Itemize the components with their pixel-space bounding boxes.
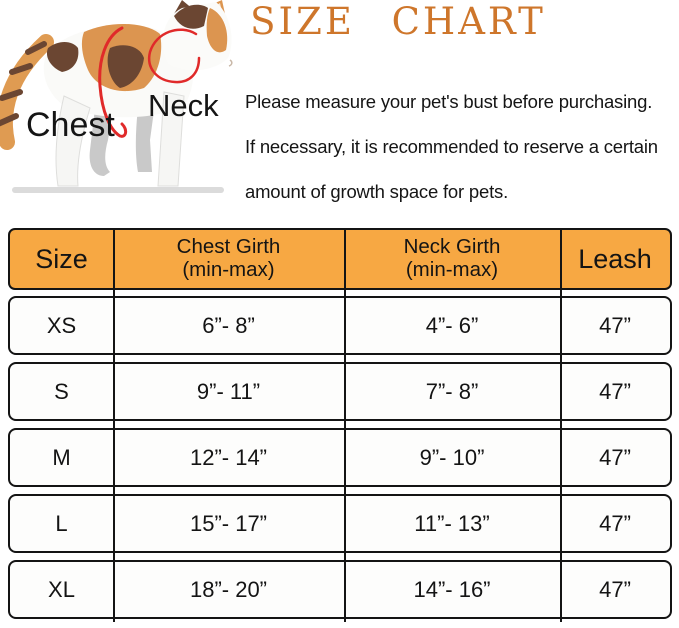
size-cell: L	[55, 510, 68, 536]
size-table: Size Chest Girth (min-max) Neck Girth (m…	[8, 228, 672, 622]
cat-measurement-diagram: Chest Neck	[0, 0, 233, 193]
leash-cell: 47”	[599, 312, 631, 338]
table-row: L 15”- 17” 11”- 13” 47”	[8, 494, 672, 553]
column-separator	[113, 228, 115, 622]
table-body: XS 6”- 8” 4”- 6” 47” S 9”- 11” 7”- 8” 47…	[8, 296, 672, 619]
page-title: SIZE CHART	[250, 0, 546, 43]
leash-cell: 47”	[599, 444, 631, 470]
leash-cell: 47”	[599, 576, 631, 602]
chest-girth-cell: 18”- 20”	[189, 576, 268, 602]
neck-girth-cell: 9”- 10”	[419, 444, 485, 470]
size-cell: XL	[48, 576, 75, 602]
leash-cell: 47”	[599, 510, 631, 536]
cat-fur-patches	[46, 23, 162, 92]
table-row: M 12”- 14” 9”- 10” 47”	[8, 428, 672, 487]
neck-girth-cell: 11”- 13”	[414, 510, 490, 536]
chest-measure-loop-icon	[98, 26, 128, 138]
column-separator	[344, 228, 346, 622]
leash-cell: 47”	[599, 378, 631, 404]
neck-girth-cell: 7”- 8”	[425, 378, 479, 404]
neck-label: Neck	[148, 88, 219, 123]
instruction-line: If necessary, it is recommended to reser…	[245, 136, 658, 157]
neck-measure-loop-icon	[147, 28, 201, 84]
cat-head	[162, 0, 233, 71]
instruction-line: Please measure your pet's bust before pu…	[245, 91, 653, 112]
measure-instructions: Please measure your pet's bust before pu…	[245, 79, 679, 214]
size-cell: S	[54, 378, 69, 404]
cat-tail	[0, 34, 54, 150]
neck-girth-cell: 14”- 16”	[413, 576, 491, 602]
column-separator	[560, 228, 562, 622]
chest-label: Chest	[26, 106, 115, 144]
size-cell: M	[52, 444, 71, 470]
table-row: XS 6”- 8” 4”- 6” 47”	[8, 296, 672, 355]
column-header-chest-girth: Chest Girth (min-max)	[176, 235, 281, 281]
neck-girth-cell: 4”- 6”	[425, 312, 479, 338]
instruction-line: amount of growth space for pets.	[245, 181, 509, 202]
chest-girth-cell: 12”- 14”	[189, 444, 268, 470]
column-header-leash: Leash	[578, 243, 652, 274]
size-cell: XS	[46, 312, 77, 338]
chest-girth-cell: 6”- 8”	[202, 312, 255, 338]
chest-girth-cell: 15”- 17”	[189, 510, 268, 536]
cat-near-legs	[55, 91, 185, 187]
table-row: S 9”- 11” 7”- 8” 47”	[8, 362, 672, 421]
table-row: XL 18”- 20” 14”- 16” 47”	[8, 560, 672, 619]
table-header: Size Chest Girth (min-max) Neck Girth (m…	[8, 228, 672, 290]
ground-shadow	[12, 187, 224, 193]
column-header-neck-girth: Neck Girth (min-max)	[403, 235, 501, 281]
chest-girth-cell: 9”- 11”	[196, 378, 261, 404]
column-header-size: Size	[35, 243, 88, 274]
